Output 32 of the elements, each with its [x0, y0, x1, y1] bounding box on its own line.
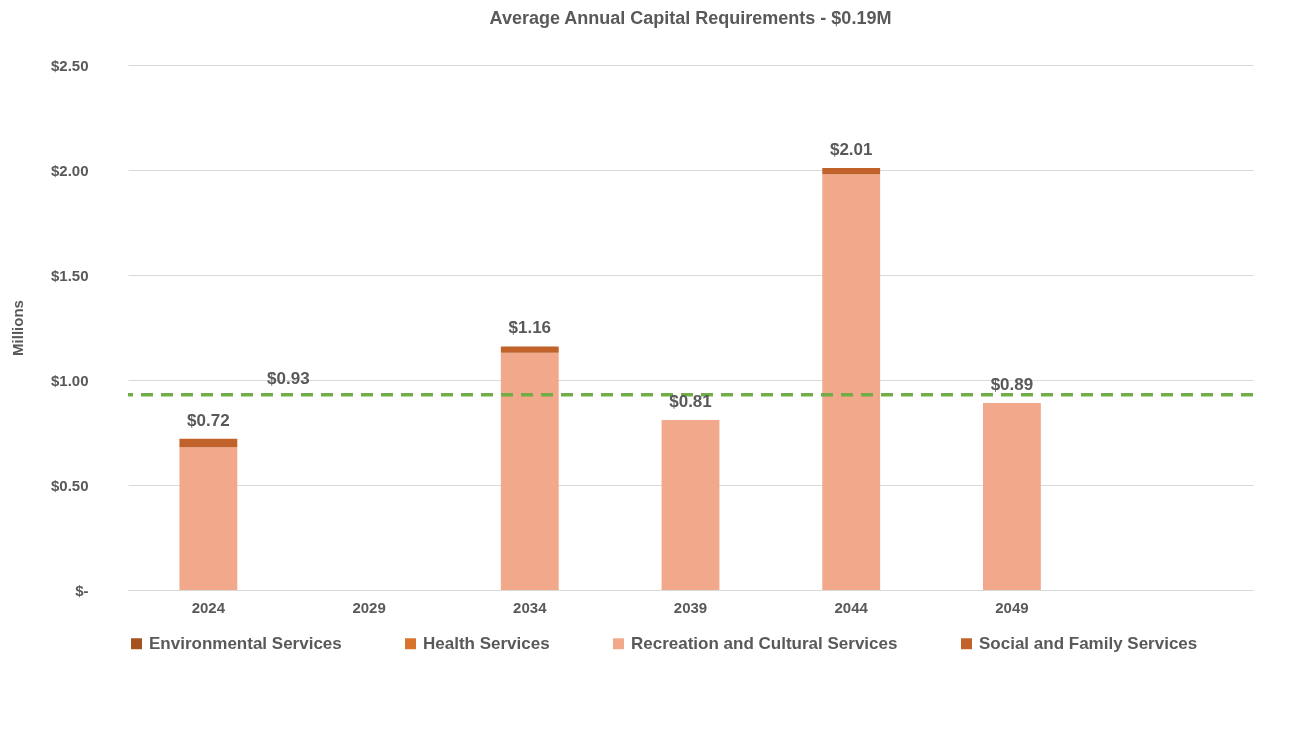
y-tick-label: $1.50 — [50, 266, 89, 284]
legend-label: Environmental Services — [149, 633, 342, 653]
bar — [661, 419, 720, 590]
total-label: $1.16 — [508, 318, 552, 338]
total-label: $2.01 — [829, 139, 873, 159]
legend-label: Recreation and Cultural Services — [631, 633, 898, 653]
y-tick-label: $- — [75, 581, 89, 599]
x-tick-label: 2044 — [834, 598, 869, 616]
total-label: $0.72 — [187, 410, 230, 430]
ref-line-label: $0.93 — [267, 368, 310, 388]
bar — [179, 438, 238, 448]
y-tick-label: $1.00 — [50, 371, 89, 389]
x-tick-label: 2024 — [191, 598, 226, 616]
total-label: $0.81 — [669, 391, 712, 411]
bar — [179, 447, 238, 590]
bar — [822, 167, 881, 175]
bar — [822, 174, 881, 590]
y-tick-label: $0.50 — [50, 476, 89, 494]
x-tick-label: 2029 — [352, 598, 386, 616]
bar — [500, 346, 559, 353]
x-tick-label: 2034 — [513, 598, 548, 616]
x-tick-label: 2049 — [995, 598, 1029, 616]
total-label: $0.89 — [990, 375, 1034, 395]
legend-label: Social and Family Services — [979, 633, 1198, 653]
y-tick-label: $2.50 — [50, 56, 89, 74]
bar — [983, 403, 1041, 590]
legend-label: Health Services — [423, 633, 550, 653]
chart-title: Average Annual Capital Requirements - $0.19M — [489, 8, 892, 28]
bar — [500, 352, 559, 590]
y-axis-title: Millions — [8, 300, 26, 356]
x-tick-label: 2039 — [673, 598, 708, 616]
y-tick-label: $2.00 — [50, 161, 89, 179]
